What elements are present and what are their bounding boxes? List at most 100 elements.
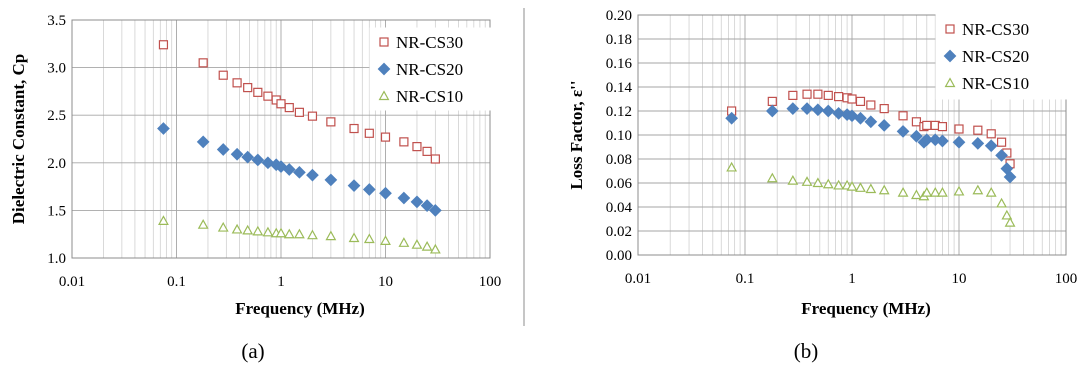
data-point [379,186,392,200]
data-point [801,176,813,186]
data-point [307,111,318,121]
data-point [896,125,910,138]
data-point [937,186,948,197]
x-tick-label: 10 [952,271,967,287]
data-point [232,78,242,88]
legend-marker [944,77,956,88]
data-point [218,70,228,80]
data-point [158,215,169,225]
data-point [276,99,286,109]
data-point [833,179,845,190]
data-point [231,223,243,234]
data-point [283,228,295,239]
data-point [230,147,244,161]
data-point [911,189,922,200]
data-point [937,121,948,132]
data-point [412,142,422,152]
data-point [325,230,337,241]
data-point [261,156,275,170]
data-point [252,225,264,236]
data-point [217,221,229,232]
data-point [855,182,866,192]
plot-frame [637,14,1067,256]
y-tick-label: 1.0 [47,251,66,267]
data-point [920,133,934,147]
data-point [243,82,253,93]
y-tick-label: 0.08 [606,152,632,168]
data-point [787,174,799,185]
y-tick-label: 2.0 [47,156,66,172]
legend-label: NR-CS30 [396,33,463,52]
y-tick-label: 0.04 [606,200,633,216]
x-axis-title: Frequency (MHz) [801,299,931,318]
data-point [362,183,376,196]
data-point [242,224,254,235]
data-point [922,120,932,131]
data-point [971,137,985,150]
data-point [307,229,318,240]
data-point [262,226,274,237]
x-tick-label: 1 [277,274,285,290]
data-point [766,172,778,183]
x-tick-label: 100 [1055,271,1078,287]
data-point [251,153,265,167]
data-point [847,94,857,104]
data-point [410,195,424,209]
y-tick-label: 0.02 [606,224,632,240]
data-point [879,103,889,114]
y-axis-title: Dielectric Constant, Cp [9,54,28,224]
data-point [921,186,933,197]
data-point [284,102,294,113]
data-point [802,89,812,99]
data-point [397,191,411,205]
data-point [954,124,964,134]
data-point [324,173,338,187]
chart-b: 0.01 0.1 1 10 100 0.00 0.02 0.04 0.06 0.08 0.10 0.1… [567,8,1077,363]
data-point [811,103,825,117]
legend-marker [378,90,390,101]
data-point [788,90,798,101]
data-point [293,165,306,179]
legend-box [935,14,1067,100]
data-point [253,87,263,97]
data-point [196,135,210,149]
data-point [936,134,949,148]
data-point [877,119,891,132]
panel-label: (b) [794,339,819,363]
data-point [158,40,169,50]
data-point [429,243,441,254]
data-point [197,219,209,229]
data-point [349,123,359,134]
data-point [294,107,305,117]
legend-label: NR-CS10 [962,74,1029,93]
legend-label: NR-CS20 [396,60,463,79]
y-tick-label: 0.14 [606,80,633,96]
data-point [399,137,409,147]
data-point [846,180,858,191]
x-tick-label: 10 [378,274,393,290]
data-point [347,179,361,193]
data-point [216,143,230,156]
data-point [878,184,890,195]
data-point [996,137,1007,147]
data-point [985,186,997,197]
legend-marker [943,49,957,63]
data-point [420,199,434,213]
y-axis-title: Loss Factor, ε'' [567,80,586,189]
data-point [398,237,410,247]
legend-marker [945,24,955,34]
x-tick-label: 0.1 [736,271,755,287]
data-point [864,115,878,129]
data-point [348,232,360,243]
data-point [834,91,844,102]
data-point [952,135,966,149]
y-tick-label: 0.00 [606,248,632,264]
panel-label: (a) [241,339,264,363]
data-point [767,96,777,107]
x-tick-label: 0.01 [59,274,85,290]
data-point [263,91,273,101]
data-point [812,177,824,188]
data-point [897,186,909,197]
data-point [986,129,996,139]
